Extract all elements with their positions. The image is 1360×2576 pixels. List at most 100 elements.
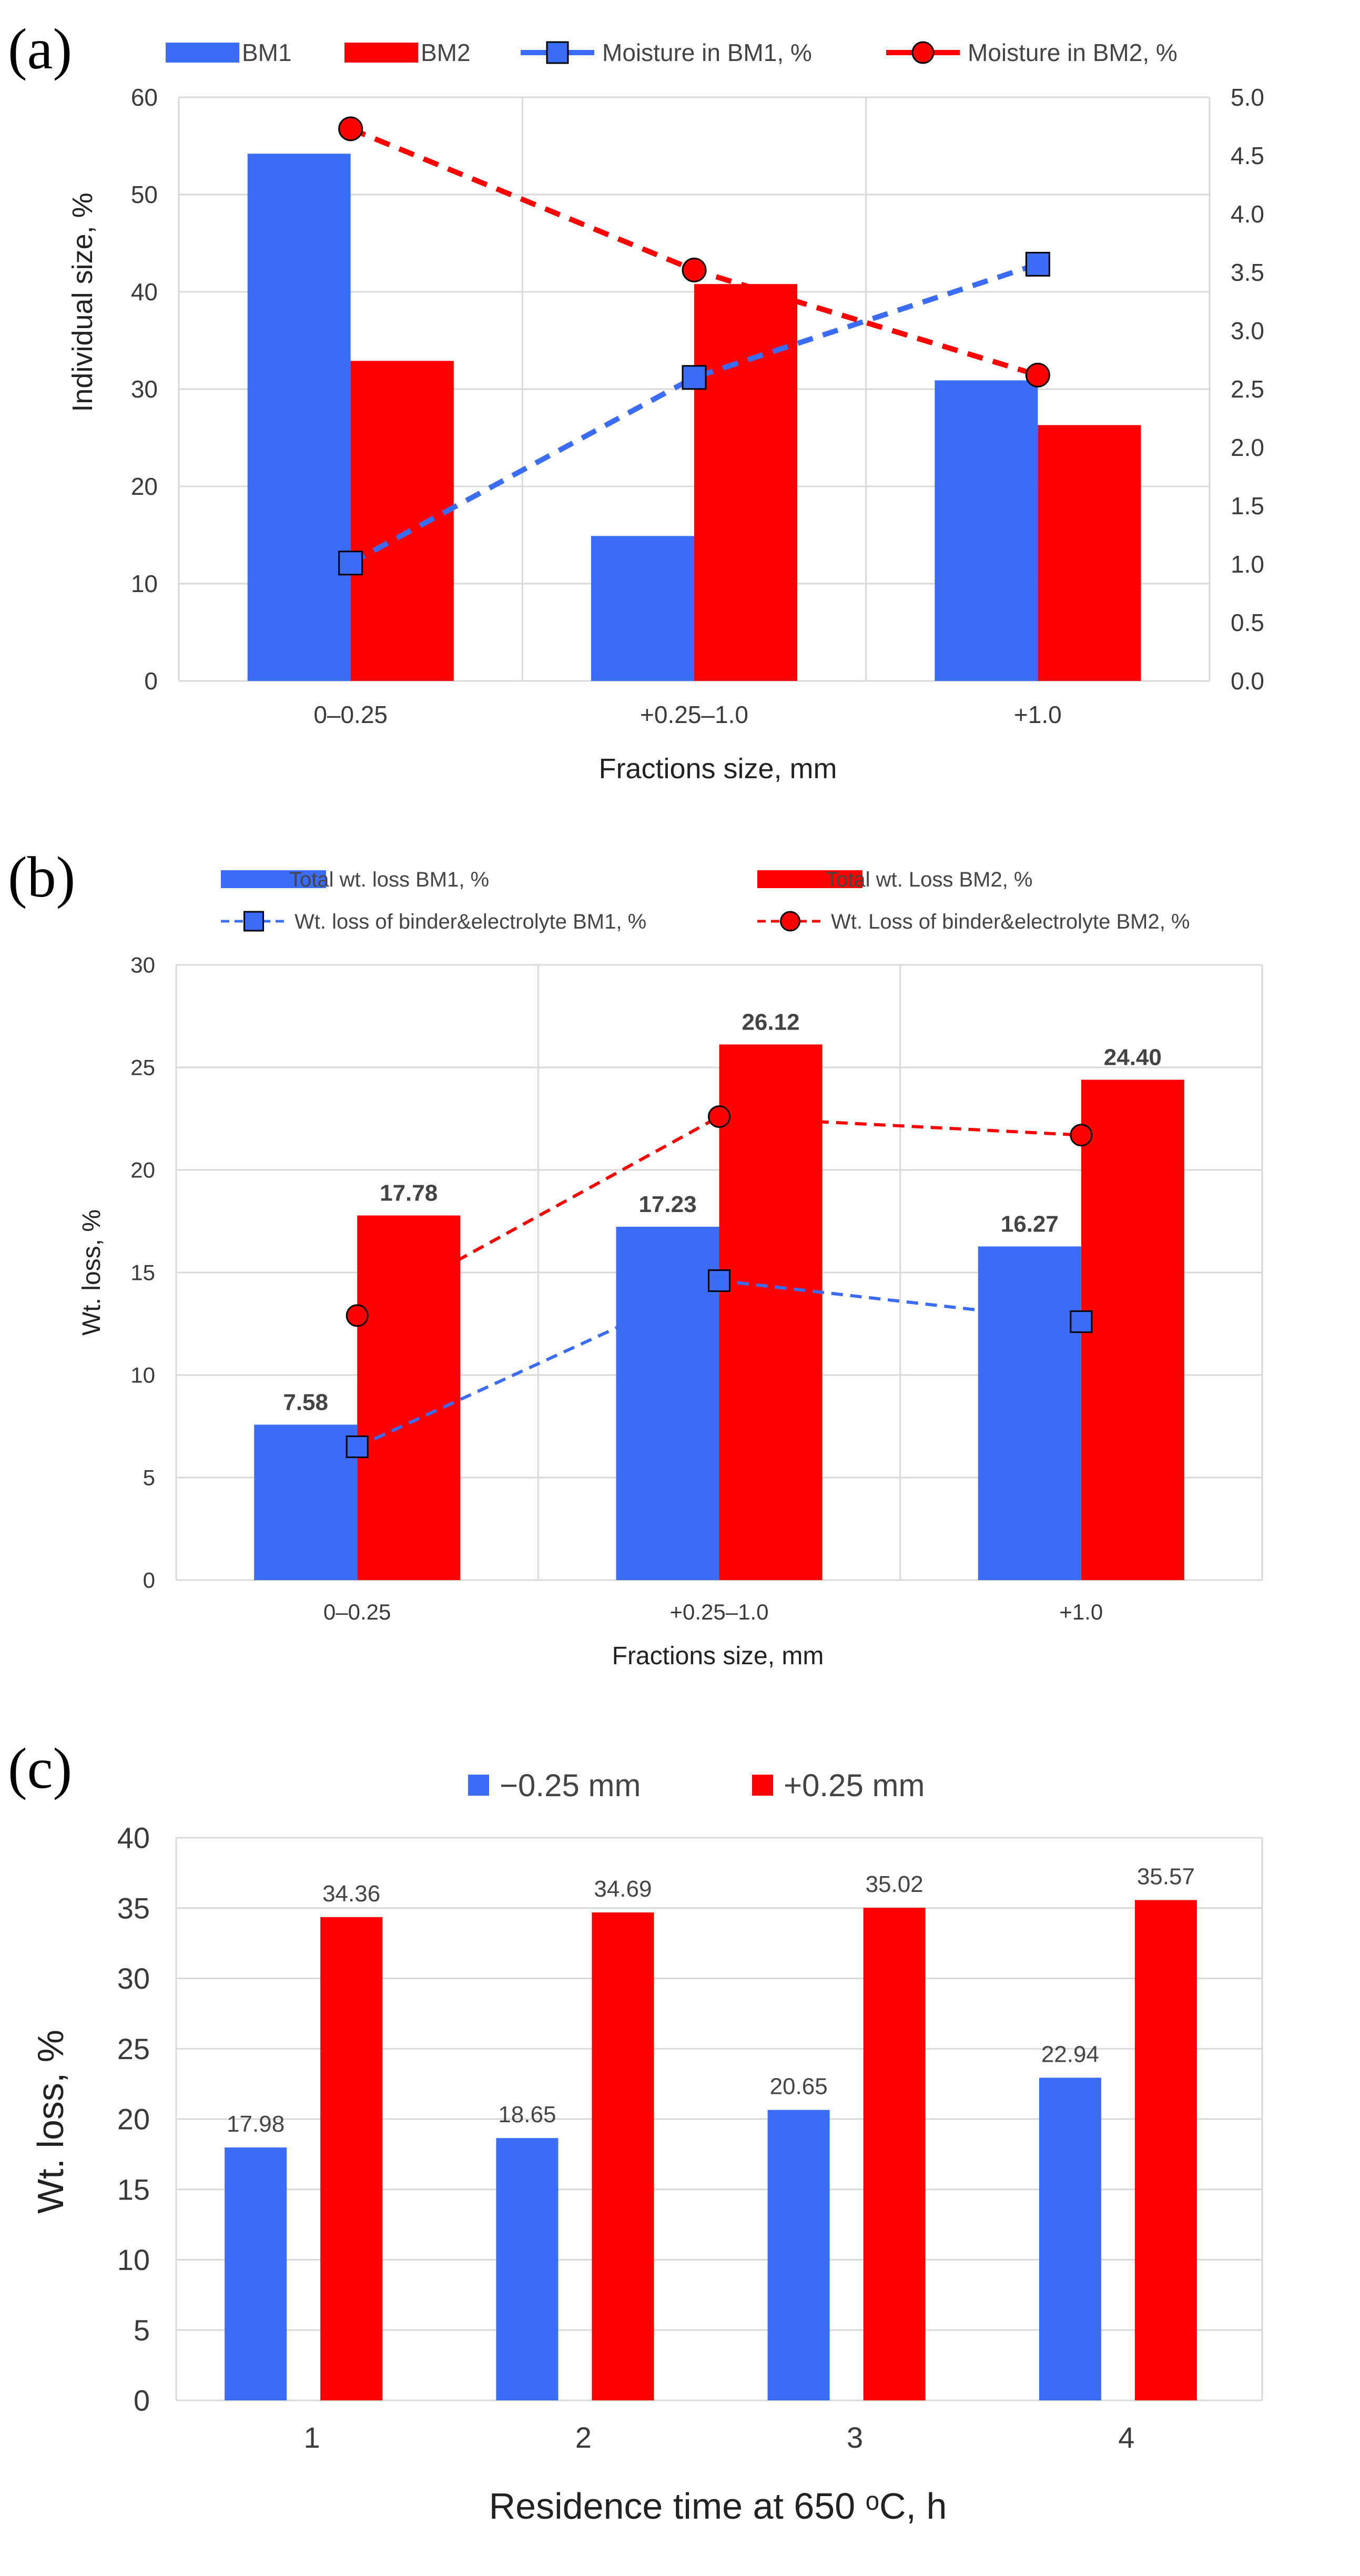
chart-c-data-label: 17.98 — [227, 2111, 285, 2137]
chart-c-ytick-label: 30 — [117, 1962, 150, 1995]
chart-b-bar-1 — [616, 1227, 719, 1580]
chart-c-bar-2 — [863, 1908, 926, 2400]
chart-a-y2tick-label: 3.5 — [1231, 259, 1264, 286]
chart-b-point-1 — [1070, 1310, 1093, 1333]
chart-a-y2tick-label: 1.0 — [1231, 551, 1264, 578]
chart-a-point-1 — [1025, 251, 1050, 277]
chart-a-xtick-label: 0–0.25 — [313, 701, 388, 728]
chart-a-point-2 — [1025, 362, 1050, 388]
chart-b-series-line-2 — [356, 1115, 1081, 1317]
chart-c-bar-1 — [1039, 2078, 1101, 2400]
chart-c-legend-label: −0.25 mm — [500, 1768, 641, 1803]
chart-a-legend-label: BM1 — [242, 39, 292, 66]
chart-c-bar-1 — [496, 2138, 559, 2400]
chart-a-y2tick-label: 3.0 — [1231, 317, 1264, 344]
chart-c-data-label: 34.69 — [594, 1876, 652, 1902]
chart-a-bar-2 — [1038, 425, 1141, 681]
chart-b-ytick-label: 25 — [130, 1055, 155, 1080]
chart-b-bar-2 — [1081, 1080, 1184, 1580]
chart-c-xtick-label: 4 — [1118, 2421, 1134, 2454]
chart-b-ylabel: Wt. loss, % — [78, 1209, 106, 1336]
chart-a-legend-swatch — [166, 43, 239, 63]
chart-c-bar-1 — [767, 2110, 830, 2400]
chart-c-xtick-label: 1 — [304, 2421, 320, 2454]
chart-b-ytick-label: 15 — [130, 1260, 155, 1285]
chart-b-data-label: 24.40 — [1104, 1044, 1162, 1070]
chart-a-point-2 — [338, 116, 363, 141]
chart-b-xtick-label: +1.0 — [1059, 1600, 1103, 1624]
chart-a-ytick-label: 10 — [131, 570, 158, 597]
chart-b-ytick-label: 30 — [130, 953, 155, 978]
chart-a-bar-2 — [350, 361, 454, 681]
chart-b-xlabel: Fractions size, mm — [612, 1642, 824, 1670]
chart-b-legend-swatch — [221, 870, 326, 888]
chart-b-bar-2 — [719, 1044, 823, 1580]
chart-c-bar-2 — [320, 1917, 383, 2400]
chart-b-xtick-label: +0.25–1.0 — [669, 1600, 768, 1624]
chart-a-legend-marker — [911, 41, 935, 64]
chart-c-data-label: 34.36 — [322, 1881, 380, 1907]
chart-a-bar-1 — [247, 154, 351, 681]
chart-c-ytick-label: 25 — [117, 2032, 150, 2065]
chart-b-ytick-label: 5 — [143, 1465, 155, 1490]
chart-a-ylabel: Individual size, % — [67, 192, 98, 412]
chart-a-xlabel: Fractions size, mm — [598, 753, 837, 785]
chart-a-y2tick-label: 2.0 — [1231, 434, 1264, 461]
chart-c-data-label: 22.94 — [1041, 2041, 1099, 2067]
chart-a-bar-1 — [935, 380, 1038, 681]
chart-b-point-2 — [346, 1304, 369, 1327]
chart-c-data-label: 35.02 — [866, 1871, 923, 1897]
chart-b-point-1 — [346, 1435, 369, 1458]
chart-c-ytick-label: 35 — [117, 1891, 150, 1925]
chart-b-legend-label: Wt. Loss of binder&electrolyte BM2, % — [831, 910, 1190, 933]
chart-a-ytick-label: 20 — [131, 473, 158, 500]
chart-c-ytick-label: 5 — [134, 2314, 150, 2347]
chart-b-ytick-label: 10 — [130, 1363, 155, 1388]
chart-a-point-1 — [338, 551, 363, 576]
chart-a-legend-label: Moisture in BM2, % — [968, 39, 1178, 66]
chart-c-xlabel: Residence time at 650 ᵒC, h — [489, 2486, 947, 2527]
chart-c-data-label: 18.65 — [498, 2102, 556, 2127]
chart-c-xtick-label: 3 — [847, 2421, 863, 2454]
chart-a-ytick-label: 40 — [131, 278, 158, 306]
chart-a-y2tick-label: 1.5 — [1231, 492, 1264, 520]
chart-a-y2tick-label: 4.5 — [1231, 142, 1264, 169]
chart-c-legend-label: +0.25 mm — [784, 1768, 925, 1803]
chart-b-bar-1 — [254, 1424, 358, 1580]
chart-b-ytick-label: 20 — [130, 1158, 155, 1183]
chart-b-legend-marker — [243, 911, 264, 932]
chart-c-ytick-label: 15 — [117, 2173, 150, 2206]
chart-a-y2tick-label: 5.0 — [1231, 84, 1264, 111]
chart-c-ytick-label: 20 — [117, 2103, 150, 2136]
chart-b-legend-label: Total wt. Loss BM2, % — [826, 868, 1032, 891]
chart-b-bar-1 — [978, 1246, 1081, 1580]
chart-b-data-label: 26.12 — [742, 1009, 799, 1035]
chart-a-y2tick-label: 2.5 — [1231, 375, 1264, 403]
chart-b-bar-2 — [357, 1215, 461, 1580]
chart-b-panel-label: (b) — [8, 845, 75, 909]
chart-b-point-2 — [708, 1105, 730, 1128]
chart-b-ytick-label: 0 — [143, 1568, 155, 1593]
chart-c-data-label: 20.65 — [770, 2074, 828, 2100]
chart-a-point-2 — [682, 258, 707, 283]
chart-b-point-2 — [1070, 1124, 1093, 1147]
chart-c-legend-swatch — [752, 1775, 773, 1796]
chart-b-legend-marker — [780, 911, 800, 932]
chart-c-xtick-label: 2 — [575, 2421, 592, 2454]
chart-a-legend-label: BM2 — [421, 39, 471, 66]
chart-a-y2tick-label: 0.0 — [1231, 667, 1264, 695]
chart-b-data-label: 16.27 — [1001, 1211, 1059, 1237]
chart-a-legend-marker — [546, 41, 569, 64]
chart-a-bar-2 — [694, 284, 797, 681]
chart-c-data-label: 35.57 — [1137, 1864, 1195, 1890]
chart-b-legend-swatch — [757, 870, 862, 888]
chart-b-data-label: 7.58 — [283, 1389, 328, 1415]
chart-b-point-1 — [708, 1269, 730, 1292]
chart-c-panel-label: (c) — [8, 1736, 72, 1800]
chart-a-ytick-label: 30 — [131, 375, 158, 403]
chart-a-xtick-label: +0.25–1.0 — [640, 701, 748, 728]
chart-c-ylabel: Wt. loss, % — [30, 2030, 71, 2214]
chart-b-data-label: 17.23 — [638, 1192, 696, 1217]
chart-a-bar-1 — [591, 536, 694, 681]
